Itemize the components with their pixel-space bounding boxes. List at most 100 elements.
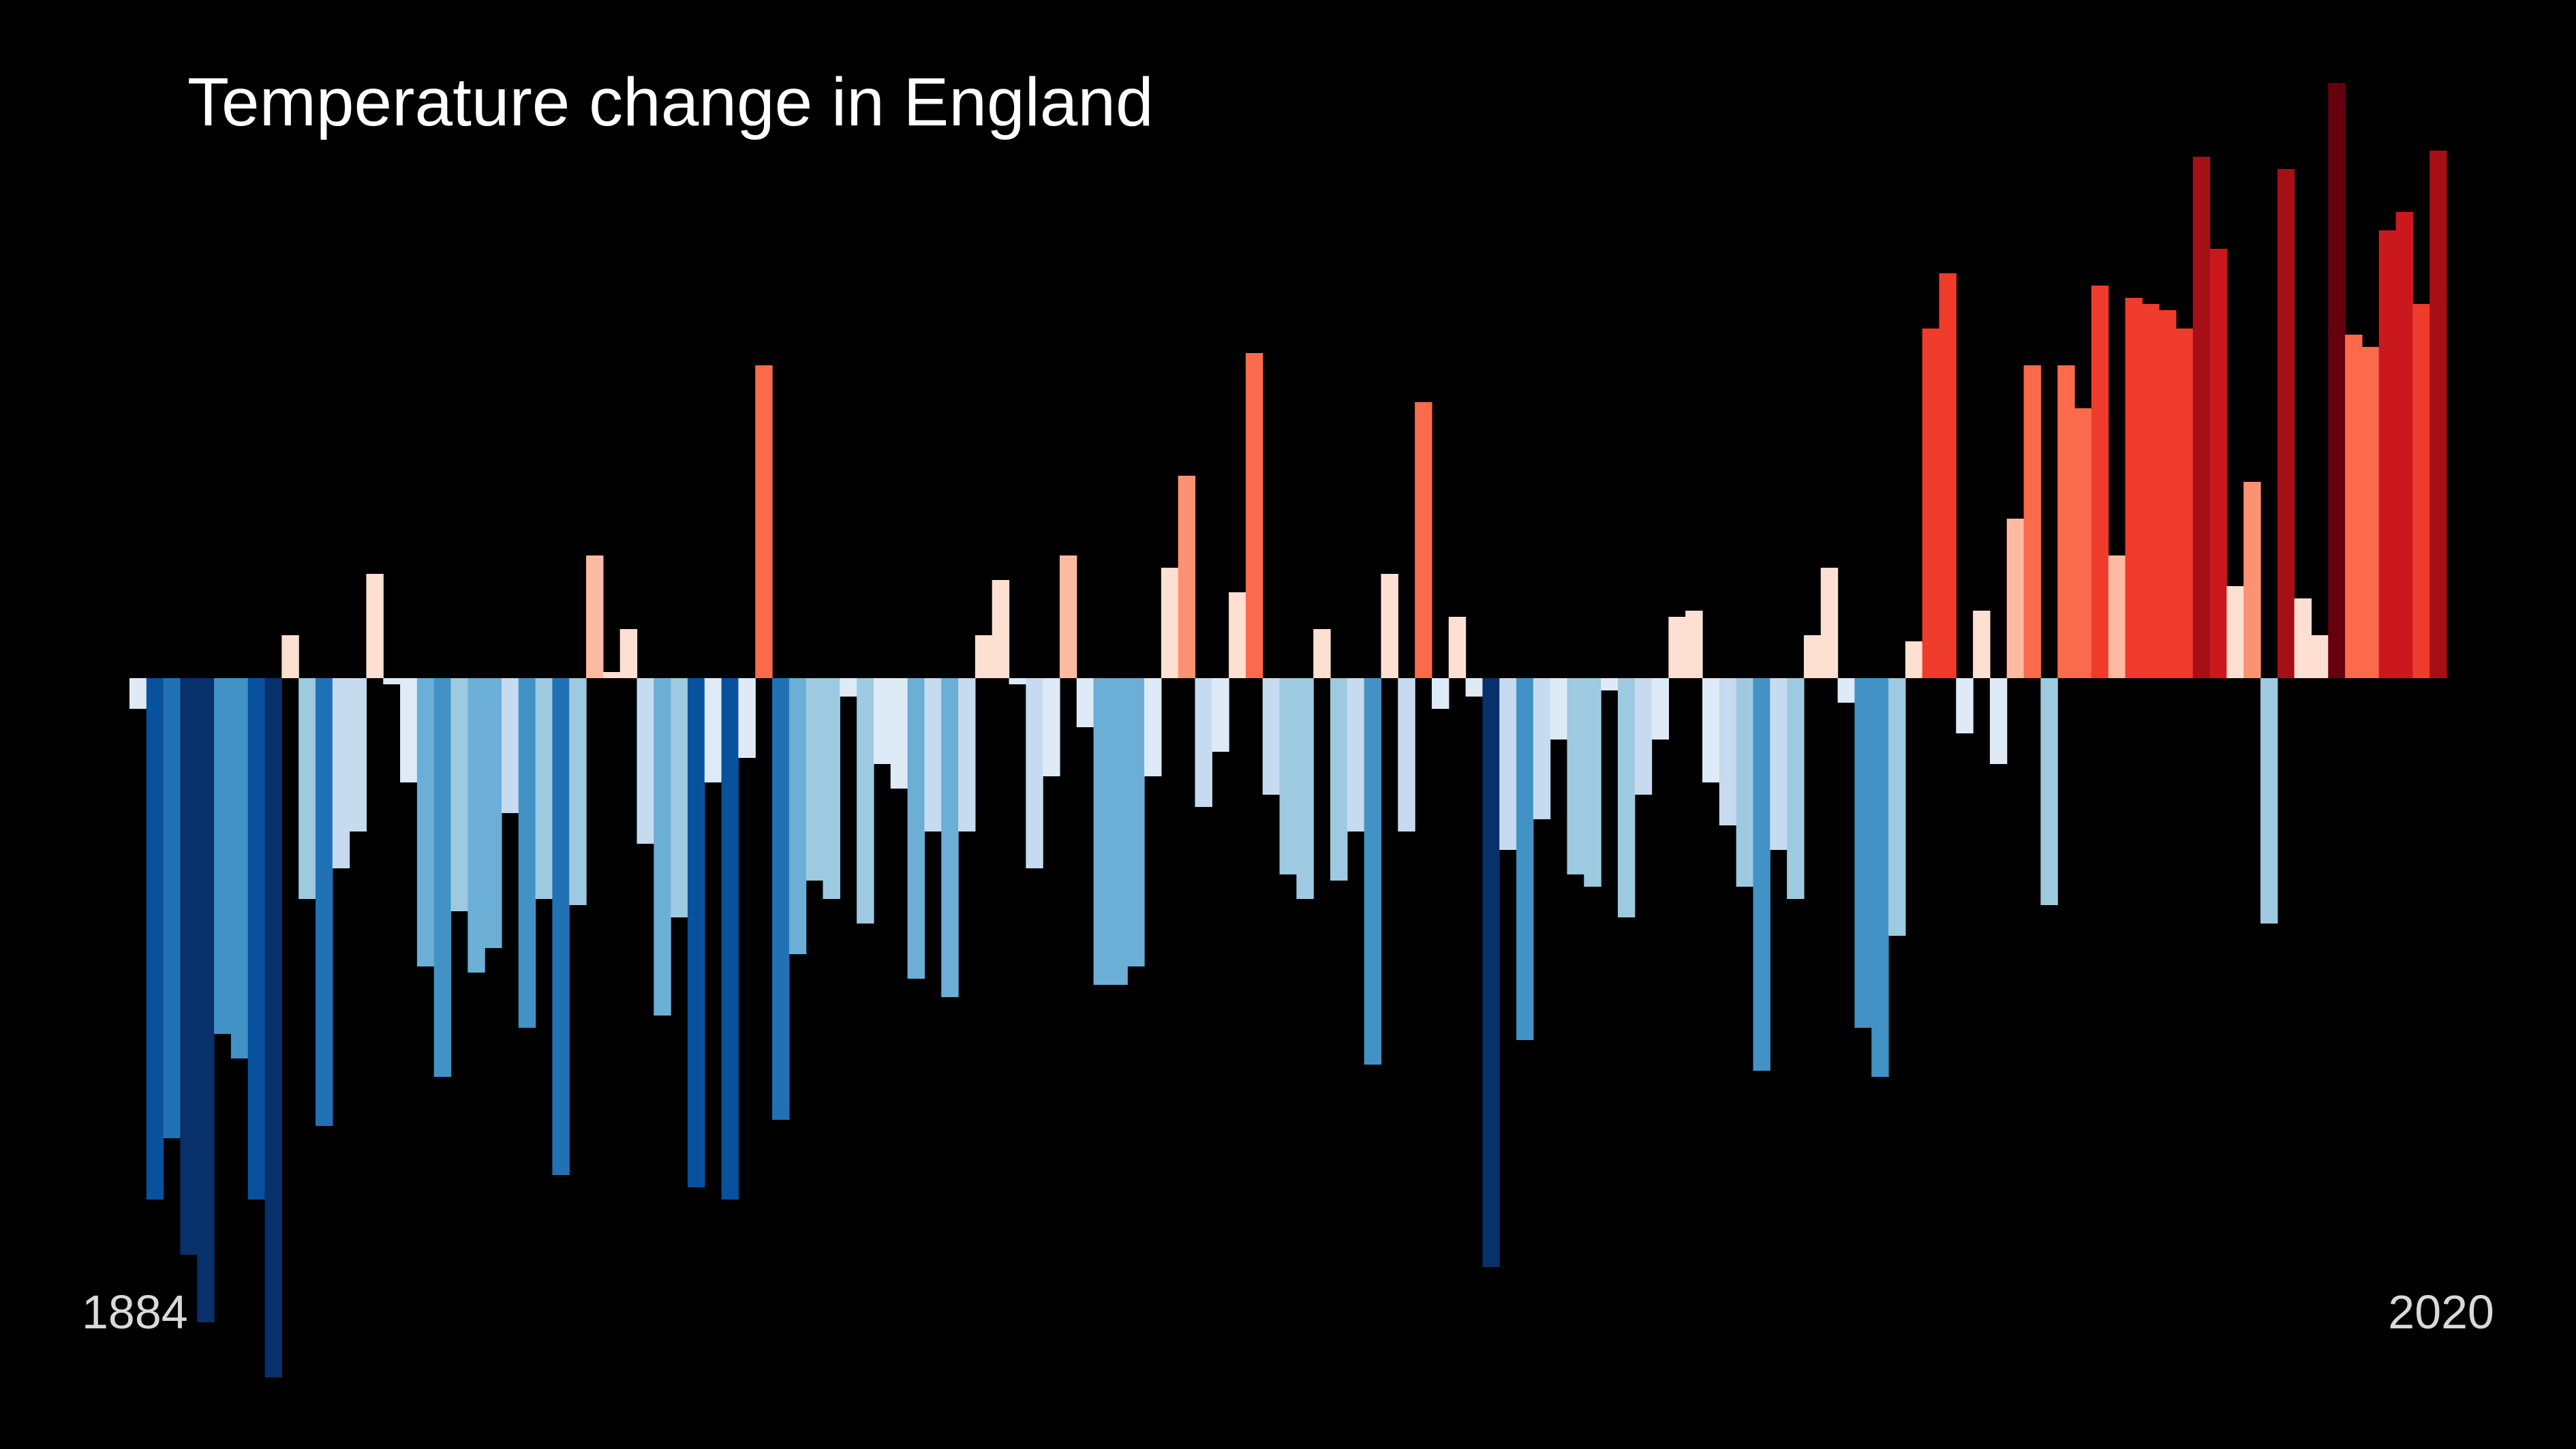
bar-1887	[180, 678, 198, 1255]
bar-1885	[146, 678, 164, 1200]
bar-1965	[1499, 678, 1517, 850]
bar-1919	[721, 678, 739, 1200]
bar-1983	[1803, 635, 1822, 678]
bar-1905	[485, 678, 502, 948]
bar-1976	[1685, 611, 1703, 678]
bar-1961	[1431, 678, 1450, 709]
bar-1970	[1584, 678, 1601, 887]
bar-1958	[1381, 574, 1398, 678]
x-start-year-label: 1884	[82, 1285, 188, 1339]
bar-1959	[1398, 678, 1415, 832]
bar-1957	[1364, 678, 1382, 1065]
bar-1898	[366, 574, 384, 678]
bar-1939	[1059, 555, 1077, 678]
bar-1974	[1651, 678, 1669, 739]
bar-1988	[1888, 678, 1906, 936]
bar-1984	[1820, 568, 1839, 678]
bar-1893	[281, 635, 299, 678]
bar-1964	[1482, 678, 1500, 1267]
bar-1896	[332, 678, 350, 868]
bar-2019	[2412, 304, 2430, 678]
bar-1950	[1245, 353, 1263, 678]
bar-2020	[2429, 151, 2447, 678]
bar-1955	[1330, 678, 1348, 881]
bar-1943	[1127, 678, 1145, 966]
bar-2000	[2091, 286, 2109, 678]
bar-1998	[2057, 365, 2075, 678]
bar-1895	[315, 678, 333, 1126]
bar-1927	[857, 678, 874, 924]
bar-1967	[1533, 678, 1551, 819]
bar-1996	[2023, 365, 2041, 678]
bar-1948	[1212, 678, 1229, 752]
bar-1951	[1262, 678, 1281, 795]
bar-1934	[975, 635, 993, 678]
bar-1942	[1110, 678, 1128, 985]
bar-1971	[1601, 678, 1619, 690]
bar-2001	[2108, 555, 2126, 678]
bar-1889	[214, 678, 232, 1034]
chart-title: Temperature change in England	[187, 64, 1154, 140]
bar-1972	[1617, 678, 1636, 917]
bar-1908	[535, 678, 553, 899]
bar-1897	[349, 678, 367, 832]
bar-1989	[1905, 641, 1923, 678]
bar-2015	[2345, 335, 2363, 678]
bar-1894	[298, 678, 316, 899]
bar-1925	[823, 678, 840, 899]
bar-1999	[2074, 408, 2092, 678]
bar-1903	[450, 678, 468, 911]
bar-1956	[1347, 678, 1365, 832]
bar-1910	[569, 678, 587, 905]
bar-2005	[2175, 329, 2194, 678]
x-end-year-label: 2020	[2388, 1285, 2494, 1339]
bar-1960	[1415, 402, 1432, 678]
bar-1952	[1279, 678, 1298, 874]
bar-1990	[1922, 329, 1940, 678]
bar-1995	[2006, 519, 2025, 678]
bar-1912	[602, 672, 621, 678]
bar-1973	[1634, 678, 1653, 795]
bar-1907	[518, 678, 536, 1028]
bar-1941	[1093, 678, 1111, 985]
bar-1909	[552, 678, 570, 1175]
bar-2017	[2378, 230, 2397, 678]
bar-1886	[163, 678, 181, 1138]
bar-1987	[1871, 678, 1889, 1077]
bar-2004	[2159, 310, 2177, 678]
bar-1981	[1770, 678, 1788, 850]
bar-2016	[2361, 347, 2380, 678]
bar-1890	[230, 678, 249, 1058]
bar-1933	[958, 678, 976, 832]
bar-1946	[1178, 476, 1196, 678]
bar-1917	[687, 678, 705, 1187]
bar-1980	[1753, 678, 1770, 1071]
bar-2009	[2243, 482, 2261, 678]
bar-1969	[1567, 678, 1584, 874]
bar-1962	[1448, 617, 1467, 678]
bar-2014	[2328, 83, 2346, 678]
bar-2003	[2142, 304, 2160, 678]
bar-1913	[619, 629, 638, 678]
bar-1914	[637, 678, 654, 844]
bar-2007	[2209, 249, 2227, 678]
bar-1929	[890, 678, 908, 789]
bar-1935	[992, 580, 1010, 678]
bar-1930	[907, 678, 925, 979]
bar-1968	[1550, 678, 1568, 739]
bar-1931	[924, 678, 942, 832]
bar-1938	[1043, 678, 1060, 776]
bar-1975	[1668, 617, 1686, 678]
bar-1977	[1702, 678, 1720, 782]
bar-2006	[2192, 157, 2211, 678]
bar-1997	[2040, 678, 2058, 905]
bar-1928	[873, 678, 891, 764]
bar-1884	[129, 678, 147, 709]
bar-1979	[1736, 678, 1754, 887]
bar-1922	[772, 678, 790, 1120]
bar-2002	[2125, 298, 2143, 678]
bar-1900	[400, 678, 418, 782]
bar-1916	[671, 678, 688, 917]
bar-2012	[2294, 598, 2312, 678]
